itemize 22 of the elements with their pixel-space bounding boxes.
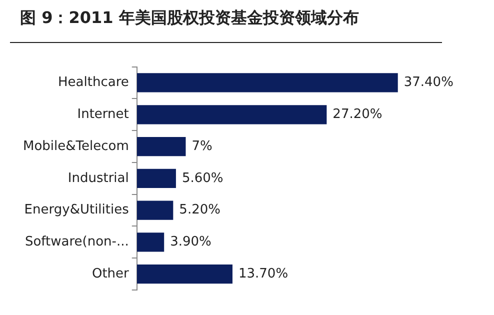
data-label: 13.70% (238, 266, 288, 282)
bar (136, 105, 327, 124)
data-label: 27.20% (332, 107, 382, 122)
data-label: 5.60% (182, 170, 224, 186)
bar (136, 168, 176, 188)
bar (136, 136, 186, 156)
chart-title: 图 9：2011 年美国股权投资基金投资领域分布 (20, 8, 359, 29)
y-tick-label: Software(non-... (24, 234, 129, 250)
y-tick-label: Industrial (68, 170, 129, 186)
y-tick-label: Other (92, 266, 130, 282)
data-label: 5.20% (179, 202, 220, 218)
bar (136, 200, 174, 220)
bar (136, 73, 398, 92)
data-label: 37.40% (404, 75, 454, 90)
data-label: 7% (192, 138, 212, 154)
y-tick-label: Mobile&Telecom (22, 138, 129, 154)
y-tick-label: Healthcare (58, 75, 129, 90)
bar (136, 264, 232, 284)
bar (136, 232, 164, 252)
y-tick-label: Energy&Utilities (24, 202, 130, 218)
y-tick-label: Internet (77, 107, 129, 122)
data-label: 3.90% (170, 234, 212, 250)
